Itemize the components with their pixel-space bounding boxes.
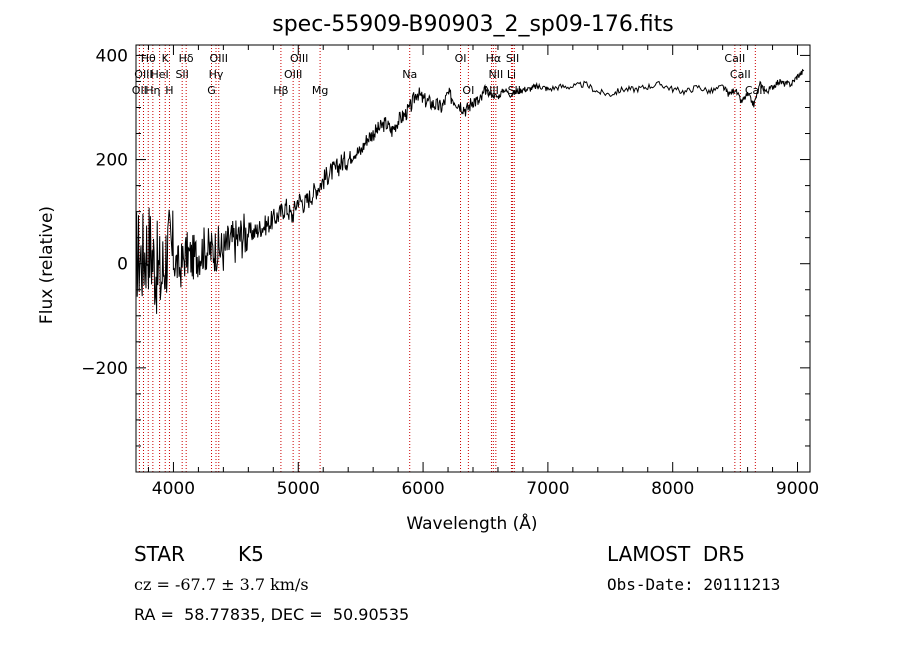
survey-name: LAMOST DR5 [607, 542, 745, 566]
x-tick-label: 4000 [152, 479, 195, 499]
y-tick-label: −200 [81, 359, 128, 379]
spectral-line-label: NII [484, 84, 499, 97]
redshift-velocity: cz = -67.7 ± 3.7 km/s [134, 575, 309, 594]
chart-title: spec-55909-B90903_2_sp09-176.fits [272, 12, 674, 37]
object-class: STAR [134, 542, 185, 566]
x-tick-label: 9000 [776, 479, 819, 499]
observation-date: Obs-Date: 20111213 [607, 575, 780, 594]
coordinates: RA = 58.77835, DEC = 50.90535 [134, 605, 409, 624]
spectral-line-label: OIII [210, 52, 228, 65]
spectral-line-label: Mg [312, 84, 328, 97]
spectral-line-label: NII [488, 68, 503, 81]
spectral-line-label: OIII [290, 52, 308, 65]
x-tick-label: 8000 [651, 479, 694, 499]
spectral-line-label: OII [132, 84, 147, 97]
spectral-line-label: SII [175, 68, 188, 81]
spectral-line-label: Li [507, 68, 516, 81]
y-axis-label: Flux (relative) [37, 206, 57, 324]
x-axis-ticks: 4000 5000 6000 7000 8000 9000 [147, 45, 819, 499]
spectral-line-markers [138, 45, 756, 472]
spectral-line-label: SII [508, 84, 521, 97]
x-tick-label: 5000 [277, 479, 320, 499]
spectral-line-label: OI [455, 52, 467, 65]
y-tick-label: 200 [96, 151, 128, 171]
spectral-line-label: Hγ [209, 68, 224, 81]
object-subclass: K5 [238, 542, 264, 566]
y-tick-label: 400 [96, 46, 128, 66]
x-tick-label: 7000 [526, 479, 569, 499]
spectral-line-label: CaII [724, 52, 745, 65]
spectral-line-label: OIII [284, 68, 302, 81]
spectrum-series-line [135, 68, 805, 314]
spectral-line-label: Hδ [179, 52, 194, 65]
spectral-line-label: Na [402, 68, 417, 81]
spectral-line-label: CaII [730, 68, 751, 81]
spectral-line-label: HeI [150, 68, 168, 81]
x-axis-label: Wavelength (Å) [406, 512, 537, 534]
spectral-line-label: SII [506, 52, 519, 65]
spectral-line-label: Hβ [273, 84, 288, 97]
spectral-line-label: OIII [134, 68, 152, 81]
plot-frame [135, 44, 811, 473]
spectral-line-label: Hθ [141, 52, 156, 65]
spectral-line-labels: OIIHθOIIIHηHeIKHSIIHδGHγOIIIHβOIIIOIIIMg… [132, 52, 766, 97]
y-axis-ticks: −200 0 200 400 [81, 46, 810, 447]
y-tick-label: 0 [117, 255, 128, 275]
spectral-line-label: G [207, 84, 216, 97]
spectral-line-label: CaII [745, 84, 766, 97]
spectral-line-label: Hη [145, 84, 160, 97]
x-tick-label: 6000 [401, 479, 444, 499]
spectral-line-label: K [162, 52, 170, 65]
spectral-line-label: Hα [486, 52, 502, 65]
spectral-line-label: OI [462, 84, 474, 97]
spectral-line-label: H [165, 84, 173, 97]
